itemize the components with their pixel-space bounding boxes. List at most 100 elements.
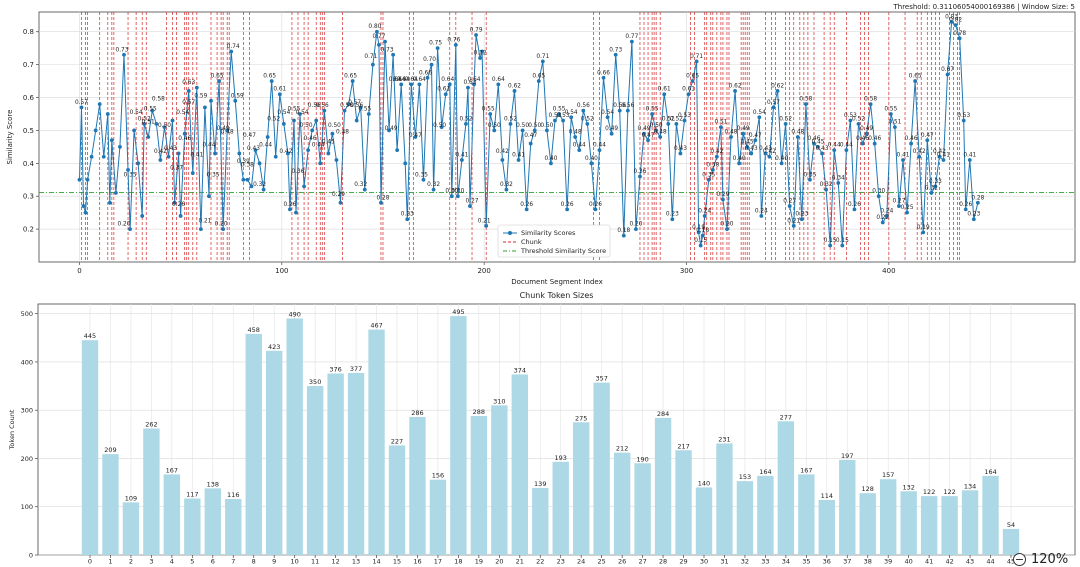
similarity-point-label: 0.35 — [803, 172, 816, 178]
similarity-point-label: 0.62 — [508, 83, 521, 89]
similarity-point-label: 0.65 — [909, 74, 922, 80]
legend-chunk-label: Chunk — [521, 238, 542, 246]
similarity-point — [848, 118, 853, 123]
similarity-point — [298, 112, 302, 116]
similarity-point-label: 0.18 — [696, 228, 709, 234]
similarity-point — [706, 177, 711, 182]
chunk-bar-27 — [634, 463, 651, 555]
similarity-point — [395, 148, 400, 153]
chunk-size-x-tick-label: 28 — [659, 558, 667, 566]
similarity-point — [285, 151, 290, 156]
similarity-point-label: 0.71 — [364, 54, 377, 60]
chunk-bar-44 — [982, 475, 999, 555]
similarity-point-label: 0.46 — [905, 136, 918, 142]
chunk-bar-28 — [654, 417, 672, 555]
similarity-point — [729, 135, 733, 139]
similarity-point — [435, 46, 440, 51]
similarity-point-label: 0.74 — [227, 44, 240, 50]
similarity-point-label: 0.29 — [332, 192, 345, 198]
similarity-point-label: 0.15 — [824, 238, 837, 244]
chunk-size-x-tick-label: 39 — [884, 558, 892, 566]
similarity-point-label: 0.41 — [190, 153, 203, 159]
chunk-bar-12 — [327, 373, 344, 555]
chunk-bar-value-label: 350 — [309, 378, 321, 386]
similarity-point — [694, 59, 699, 64]
chunk-bar-value-label: 284 — [657, 410, 669, 418]
similarity-point-label: 0.42 — [279, 149, 292, 155]
similarity-point — [605, 115, 610, 120]
similarity-point — [795, 135, 800, 139]
similarity-point — [674, 121, 679, 126]
chunk-size-x-tick-label: 8 — [252, 558, 256, 566]
similarity-point-label: 0.52 — [581, 116, 594, 122]
similarity-point-label: 0.43 — [745, 146, 758, 152]
similarity-point-label: 0.28 — [971, 195, 984, 201]
zoom-out-button[interactable]: − — [1013, 552, 1026, 566]
similarity-point-label: 0.56 — [316, 103, 329, 109]
similarity-point — [508, 121, 513, 126]
similarity-point — [162, 125, 167, 130]
similarity-point-label: 0.62 — [729, 83, 742, 89]
similarity-point-label: 0.44 — [840, 143, 853, 149]
similarity-point-label: 0.55 — [144, 106, 157, 112]
similarity-point-label: 0.52 — [779, 116, 792, 122]
chunk-bar-34 — [777, 421, 795, 555]
similarity-point — [504, 187, 509, 192]
chunk-bar-value-label: 114 — [821, 492, 833, 500]
similarity-point — [190, 171, 195, 176]
chunk-bar-36 — [818, 499, 835, 555]
chunk-size-bars — [81, 316, 1020, 555]
similarity-point — [207, 194, 211, 199]
similarity-point — [379, 200, 383, 205]
similarity-point — [326, 151, 331, 156]
similarity-point — [443, 92, 448, 97]
similarity-point — [241, 177, 246, 182]
chunk-bar-19 — [470, 415, 488, 555]
similarity-point — [172, 200, 177, 205]
similarity-point-label: 0.64 — [413, 77, 426, 83]
similarity-point-label: 0.42 — [154, 149, 167, 155]
similarity-point-label: 0.32 — [500, 182, 513, 188]
similarity-point-label: 0.65 — [686, 74, 699, 80]
similarity-point — [816, 144, 820, 149]
similarity-point — [553, 118, 557, 123]
similarity-point-label: 0.48 — [725, 130, 738, 136]
similarity-point-label: 0.35 — [124, 172, 137, 178]
similarity-point-label: 0.64 — [397, 77, 410, 83]
similarity-point-label: 0.45 — [812, 139, 825, 145]
chunk-size-x-tick-label: 27 — [638, 558, 646, 566]
similarity-point — [686, 92, 691, 97]
chunk-bar-value-label: 495 — [452, 308, 464, 316]
similarity-point-label: 0.55 — [646, 106, 659, 112]
similarity-point — [888, 112, 893, 116]
legend-similarity-marker — [508, 231, 512, 235]
chunk-size-x-tick-label: 22 — [536, 558, 544, 566]
similarity-point-label: 0.50 — [488, 123, 501, 129]
similarity-point-label: 0.32 — [820, 182, 833, 188]
chunk-bar-22 — [532, 487, 549, 555]
similarity-point — [897, 204, 901, 208]
chunk-size-x-tick-label: 29 — [679, 558, 687, 566]
similarity-point-label: 0.42 — [763, 149, 776, 155]
similarity-point-label: 0.54 — [130, 110, 143, 116]
similarity-point — [963, 207, 968, 212]
similarity-point — [725, 227, 729, 232]
similarity-point-label: 0.26 — [172, 202, 185, 208]
chunk-size-x-tick-label: 7 — [231, 558, 235, 566]
similarity-point — [455, 194, 460, 199]
chunk-size-y-tick-label: 400 — [21, 358, 33, 366]
similarity-point-label: 0.40 — [585, 156, 598, 162]
similarity-point-label: 0.54 — [176, 110, 189, 116]
similarity-point — [366, 112, 371, 116]
similarity-point — [431, 187, 436, 192]
similarity-point — [634, 227, 638, 232]
similarity-point — [670, 217, 675, 222]
similarity-point — [330, 131, 335, 136]
similarity-point-label: 0.45 — [322, 139, 335, 145]
chunk-size-bar-labels: 445 209 109 262 167 117 138 116 458 423 490 350 376 3… — [84, 308, 1015, 529]
similarity-point-label: 0.43 — [759, 146, 772, 152]
similarity-y-tick-label: 0.6 — [23, 94, 35, 102]
similarity-point — [146, 135, 151, 139]
chunk-bar-5 — [184, 498, 201, 555]
similarity-point — [749, 151, 754, 156]
